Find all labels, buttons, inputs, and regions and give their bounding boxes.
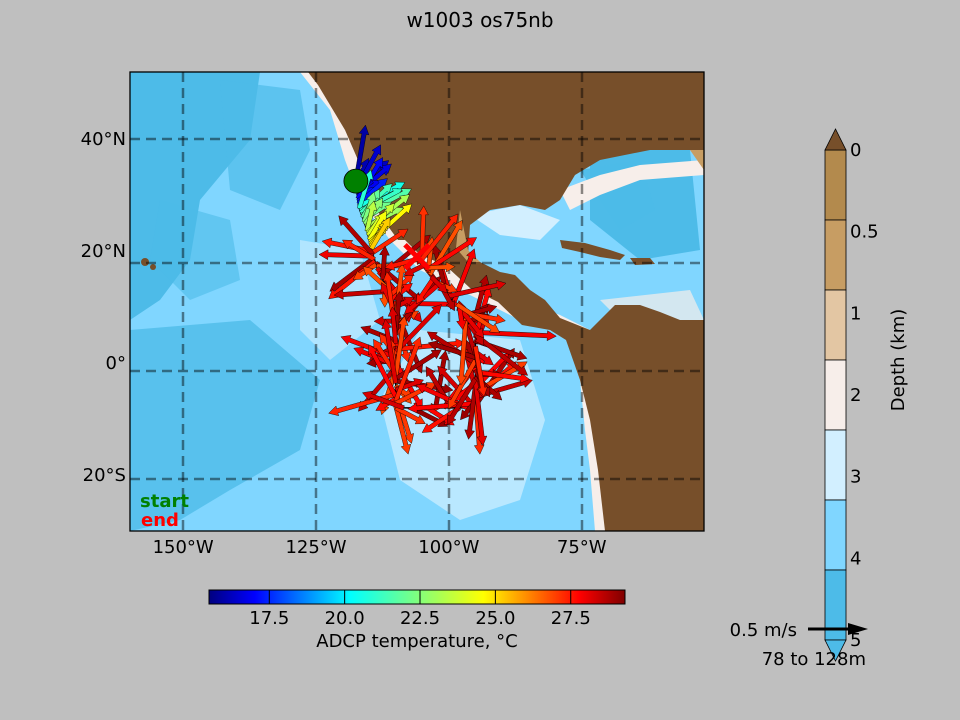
current-vector-arrow [415, 277, 436, 305]
depth-band [824, 359, 847, 431]
start-legend-label: start [140, 491, 189, 512]
depth-tick-label: 0.5 [850, 222, 879, 243]
current-vector-arrow [418, 213, 459, 263]
current-vector-arrow [421, 405, 461, 433]
lon-tick-label: 100°W [418, 537, 479, 558]
lat-tick-label: 20°S [83, 465, 126, 486]
reference-vector-label: 0.5 m/s [730, 620, 797, 641]
temperature-colorbar: 17.5 20.0 22.5 25.0 27.5 ADCP temperature, °… [208, 589, 626, 652]
current-vector-arrow [362, 390, 405, 411]
caribbean-sea [520, 250, 670, 300]
end-legend-label: end [141, 510, 179, 531]
current-vector-arrow [393, 404, 412, 455]
temperature-colorbar-label: ADCP temperature, °C [316, 631, 517, 652]
current-vector-arrow [473, 329, 557, 342]
current-vector-arrow [473, 345, 488, 398]
current-vector-arrow [370, 228, 409, 255]
depth-extend-top [824, 128, 847, 151]
temp-tick-label: 22.5 [400, 608, 440, 629]
current-vector-arrow [393, 304, 442, 354]
depth-band [824, 429, 847, 501]
depth-tick-label: 0 [850, 140, 861, 161]
cuba-island [560, 240, 625, 260]
lon-tick-label: 75°W [557, 537, 607, 558]
longitude-tick-labels: 150°W 125°W 100°W 75°W [153, 537, 607, 558]
depth-colorbar-label: Depth (km) [888, 309, 909, 412]
hispaniola-island [630, 258, 655, 265]
map [130, 72, 704, 531]
current-vector-arrow [448, 280, 507, 299]
lon-tick-label: 125°W [285, 537, 346, 558]
lon-tick-label: 150°W [153, 537, 214, 558]
depth-band [824, 499, 847, 571]
reference-vector-key: 0.5 m/s 78 to 128m [730, 620, 868, 670]
current-vector-arrow [455, 302, 501, 334]
current-vector-arrow [403, 263, 425, 276]
depth-tick-label: 4 [850, 548, 861, 569]
temperature-colorbar-ticks: 17.5 20.0 22.5 25.0 27.5 [249, 590, 591, 629]
depth-colorbar-bands [824, 128, 847, 662]
current-vector-arrow [441, 289, 456, 312]
current-vector-arrow [394, 405, 426, 425]
lat-tick-label: 40°N [81, 129, 126, 150]
deep-basin-central-pacific [130, 320, 320, 531]
temp-tick-label: 25.0 [475, 608, 515, 629]
current-vector-arrow [387, 306, 399, 344]
depth-tick-label: 5 [850, 630, 861, 651]
current-vector-arrow [393, 336, 422, 403]
current-vector-arrow [333, 288, 389, 300]
deep-patch-a [220, 80, 310, 210]
temp-tick-label: 27.5 [551, 608, 591, 629]
end-marker-stroke [403, 242, 431, 271]
reference-arrow-head [848, 623, 868, 635]
lat-tick-label: 20°N [81, 241, 126, 262]
current-vector-arrow [393, 315, 409, 378]
depth-colorbar-ticks: 0 0.5 1 2 3 4 5 [850, 140, 879, 651]
temp-tick-label: 17.5 [249, 608, 289, 629]
start-marker [343, 168, 369, 194]
depth-band [824, 219, 847, 291]
current-vector-arrow [342, 239, 376, 262]
current-vector-arrow [447, 358, 478, 410]
current-vector-arrow [424, 261, 456, 273]
land-americas [308, 72, 704, 531]
depth-range-label: 78 to 128m [762, 649, 866, 670]
current-vector-arrow [369, 216, 391, 251]
depth-tick-label: 2 [850, 385, 861, 406]
current-vector-arrow [429, 275, 448, 294]
temp-tick-label: 20.0 [325, 608, 365, 629]
depth-band [824, 289, 847, 361]
chart-title: w1003 os75nb [406, 8, 554, 32]
map-frame [129, 71, 705, 532]
current-vector-arrow [473, 380, 488, 446]
latitude-tick-labels: 40°N 20°N 0° 20°S [81, 129, 126, 486]
gulf-of-mexico [470, 205, 560, 240]
current-vectors [318, 124, 557, 455]
current-vector-arrow [456, 306, 467, 331]
current-vector-arrow [446, 377, 478, 426]
depth-band [824, 149, 847, 221]
hawaii-islands [141, 258, 149, 266]
end-marker [403, 242, 431, 271]
depth-tick-label: 1 [850, 303, 861, 324]
deep-patch-b [150, 200, 240, 300]
lat-tick-label: 0° [106, 353, 126, 374]
current-vector-arrow [338, 215, 375, 257]
depth-colorbar: 0 0.5 1 2 3 4 5 Depth (km) [824, 128, 909, 662]
depth-extend-bottom [824, 639, 847, 662]
atlantic-shelf [560, 160, 704, 210]
current-vector-arrow [464, 384, 478, 440]
depth-tick-label: 3 [850, 467, 861, 488]
temperature-colorbar-gradient [208, 589, 626, 605]
current-vector-arrow [381, 318, 399, 384]
current-vector-arrow [368, 344, 398, 398]
